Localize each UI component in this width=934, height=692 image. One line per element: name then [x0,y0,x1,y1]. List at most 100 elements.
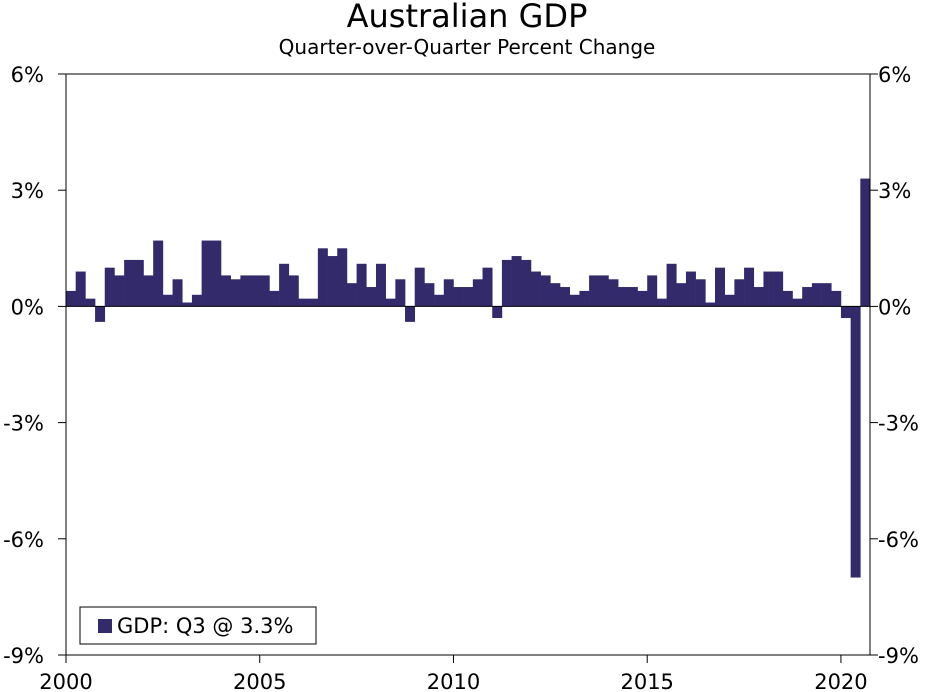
x-tick-label: 2005 [233,670,286,692]
bar [250,275,261,307]
bar [230,279,241,307]
bar [705,302,716,307]
bar [346,283,357,307]
bar [831,290,842,307]
y-tick-label-left: 6% [11,63,44,87]
bar [511,256,522,307]
y-tick-label-left: 0% [11,295,44,319]
bar [405,306,416,322]
bar [734,279,745,307]
chart-title: Australian GDP [347,0,588,35]
bar [550,283,561,307]
bar [288,275,299,307]
bar [240,275,251,307]
bar [124,259,135,307]
bar [453,287,464,307]
bar [560,287,571,307]
y-tick-label-left: -6% [3,528,44,552]
bar [540,275,551,307]
bar [744,267,755,307]
bar [773,271,784,307]
bar [724,294,735,307]
bar [191,294,202,307]
bar [395,279,406,307]
y-tick-label-right: -9% [878,644,919,668]
x-tick-label: 2010 [427,670,480,692]
bar [356,263,367,307]
bar [482,267,493,307]
bar [589,275,600,307]
y-axis-right: 6% 3% 0% -3% -6% -9% [870,63,919,668]
legend-box [79,606,317,645]
y-tick-label-right: 3% [878,179,911,203]
bar [279,263,290,307]
y-tick-label-right: -6% [878,528,919,552]
bar [66,290,76,307]
bar [424,283,435,307]
y-tick-label-right: -3% [878,412,919,436]
bar [114,275,125,307]
y-tick-label-left: -3% [3,412,44,436]
bar [385,298,396,307]
bar-series [66,178,871,578]
y-tick-label-left: -9% [3,644,44,668]
bar [608,279,619,307]
bar [269,290,280,307]
bar [308,298,319,307]
y-axis-left: 6% 3% 0% -3% -6% -9% [3,63,66,668]
bar [579,290,590,307]
bar [753,287,764,307]
bar [685,271,696,307]
bar [182,302,193,307]
bar [104,267,115,307]
x-tick-label: 2020 [814,670,867,692]
bar [337,248,348,307]
bar [618,287,629,307]
bar [676,283,687,307]
bar [637,290,648,307]
bar [521,259,532,307]
plot-frame [65,73,871,656]
legend-label: GDP: Q3 @ 3.3% [117,614,293,638]
bar [850,306,861,578]
bar [259,275,270,307]
bar [463,287,474,307]
bar [85,298,96,307]
bar [782,290,793,307]
bar [715,267,725,307]
bar [143,275,154,307]
bar [802,287,813,307]
bar [501,259,512,307]
bar [162,294,173,307]
bar [860,178,871,307]
bar [627,287,638,307]
legend: GDP: Q3 @ 3.3% [79,606,317,645]
bar [366,287,377,307]
x-tick-label: 2000 [39,670,92,692]
bar [298,298,309,307]
bar [317,248,328,307]
bar [75,271,86,307]
bar [821,283,832,307]
bar [153,240,164,307]
x-axis: 2000 2005 2010 2015 2020 [39,655,868,692]
bar [695,279,706,307]
bar [811,283,822,307]
bar [133,259,144,307]
chart-subtitle: Quarter-over-Quarter Percent Change [279,35,656,59]
bar [443,279,454,307]
bar [530,271,541,307]
y-tick-label-right: 0% [878,295,911,319]
bar [327,256,338,307]
bar [492,306,503,319]
bar [763,271,774,307]
bar [647,275,658,307]
y-tick-label-left: 3% [11,179,44,203]
bar [656,298,667,307]
bar [840,306,851,319]
bar [211,240,222,307]
bar [434,294,445,307]
legend-swatch [98,619,112,633]
bar [472,279,483,307]
